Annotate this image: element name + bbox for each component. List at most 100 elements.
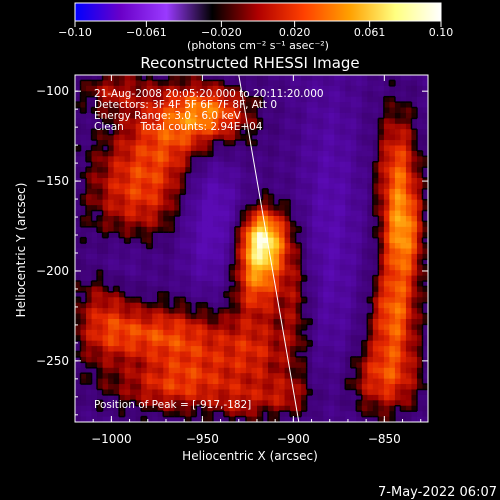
- heatmap-cell: [328, 178, 335, 184]
- heatmap-cell: [135, 378, 142, 385]
- heatmap-cell: [389, 91, 396, 98]
- heatmap-cell: [201, 221, 208, 228]
- heatmap-cell: [245, 308, 252, 314]
- heatmap-cell: [86, 140, 92, 146]
- heatmap-cell: [416, 270, 423, 277]
- heatmap-cell: [240, 102, 247, 108]
- heatmap-cell: [422, 356, 429, 363]
- heatmap-cell: [91, 270, 98, 277]
- heatmap-cell: [339, 264, 346, 271]
- heatmap-cell: [102, 178, 109, 184]
- heatmap-cell: [273, 85, 280, 92]
- heatmap-cell: [394, 281, 401, 287]
- heatmap-cell: [185, 150, 192, 157]
- heatmap-cell: [97, 156, 103, 163]
- heatmap-cell: [389, 308, 396, 314]
- heatmap-cell: [119, 118, 126, 125]
- heatmap-cell: [196, 188, 203, 195]
- heatmap-cell: [367, 80, 374, 87]
- heatmap-cell: [257, 373, 263, 380]
- heatmap-cell: [80, 243, 87, 249]
- heatmap-cell: [284, 318, 291, 325]
- heatmap-cell: [345, 156, 352, 163]
- heatmap-cell: [405, 75, 412, 81]
- heatmap-cell: [130, 281, 137, 287]
- heatmap-cell: [185, 286, 192, 293]
- heatmap-cell: [251, 96, 258, 103]
- heatmap-cell: [394, 384, 401, 390]
- heatmap-cell: [124, 264, 131, 271]
- heatmap-cell: [130, 91, 137, 98]
- heatmap-cell: [75, 367, 81, 374]
- heatmap-cell: [108, 91, 115, 98]
- heatmap-cell: [383, 270, 390, 277]
- heatmap-cell: [135, 275, 142, 282]
- heatmap-cell: [229, 405, 236, 412]
- heatmap-cell: [422, 291, 429, 298]
- heatmap-cell: [196, 215, 203, 222]
- heatmap-cell: [301, 188, 308, 195]
- heatmap-cell: [306, 112, 313, 119]
- heatmap-cell: [257, 351, 263, 358]
- heatmap-cell: [86, 199, 92, 206]
- heatmap-cell: [400, 324, 407, 331]
- heatmap-cell: [102, 248, 109, 255]
- heatmap-cell: [168, 221, 175, 228]
- heatmap-cell: [141, 253, 148, 260]
- heatmap-cell: [251, 199, 258, 206]
- heatmap-cell: [422, 367, 429, 374]
- heatmap-cell: [279, 129, 285, 136]
- heatmap-cell: [295, 297, 302, 304]
- heatmap-cell: [240, 416, 247, 423]
- heatmap-cell: [168, 259, 175, 266]
- heatmap-cell: [367, 416, 374, 423]
- heatmap-cell: [185, 297, 192, 304]
- heatmap-cell: [229, 389, 236, 396]
- heatmap-cell: [218, 221, 225, 228]
- heatmap-cell: [361, 270, 368, 277]
- heatmap-cell: [339, 346, 346, 352]
- heatmap-cell: [163, 85, 170, 92]
- heatmap-cell: [356, 102, 363, 108]
- heatmap-cell: [163, 378, 170, 385]
- heatmap-cell: [405, 167, 412, 173]
- heatmap-cell: [119, 210, 126, 217]
- heatmap-cell: [141, 411, 148, 417]
- heatmap-cell: [130, 237, 137, 244]
- heatmap-cell: [356, 356, 363, 363]
- heatmap-cell: [135, 75, 142, 81]
- heatmap-cell: [86, 308, 92, 314]
- heatmap-cell: [179, 270, 186, 277]
- heatmap-cell: [157, 400, 164, 407]
- heatmap-cell: [234, 373, 241, 380]
- heatmap-cell: [124, 96, 131, 103]
- heatmap-cell: [257, 318, 263, 325]
- heatmap-cell: [168, 275, 175, 282]
- heatmap-cell: [268, 140, 274, 146]
- heatmap-cell: [356, 259, 363, 266]
- heatmap-cell: [273, 324, 280, 331]
- heatmap-cell: [383, 91, 390, 98]
- heatmap-cell: [179, 329, 186, 336]
- heatmap-cell: [108, 346, 115, 352]
- heatmap-cell: [168, 226, 175, 233]
- heatmap-cell: [367, 384, 374, 390]
- heatmap-cell: [411, 145, 418, 152]
- colorbar-ticks: −0.10 −0.061 −0.020 0.020 0.061 0.10: [58, 21, 453, 39]
- heatmap-cell: [394, 400, 401, 407]
- heatmap-cell: [130, 394, 137, 401]
- heatmap-cell: [317, 183, 324, 190]
- heatmap-cell: [234, 161, 241, 168]
- y-tick-label: −100: [36, 84, 69, 98]
- heatmap-cell: [411, 405, 418, 412]
- heatmap-cell: [356, 378, 363, 385]
- heatmap-cell: [207, 373, 214, 380]
- heatmap-cell: [240, 270, 247, 277]
- heatmap-cell: [135, 178, 142, 184]
- heatmap-cell: [378, 75, 385, 81]
- heatmap-cell: [234, 215, 241, 222]
- heatmap-cell: [97, 378, 103, 385]
- heatmap-cell: [185, 411, 192, 417]
- heatmap-cell: [295, 270, 302, 277]
- heatmap-cell: [400, 362, 407, 369]
